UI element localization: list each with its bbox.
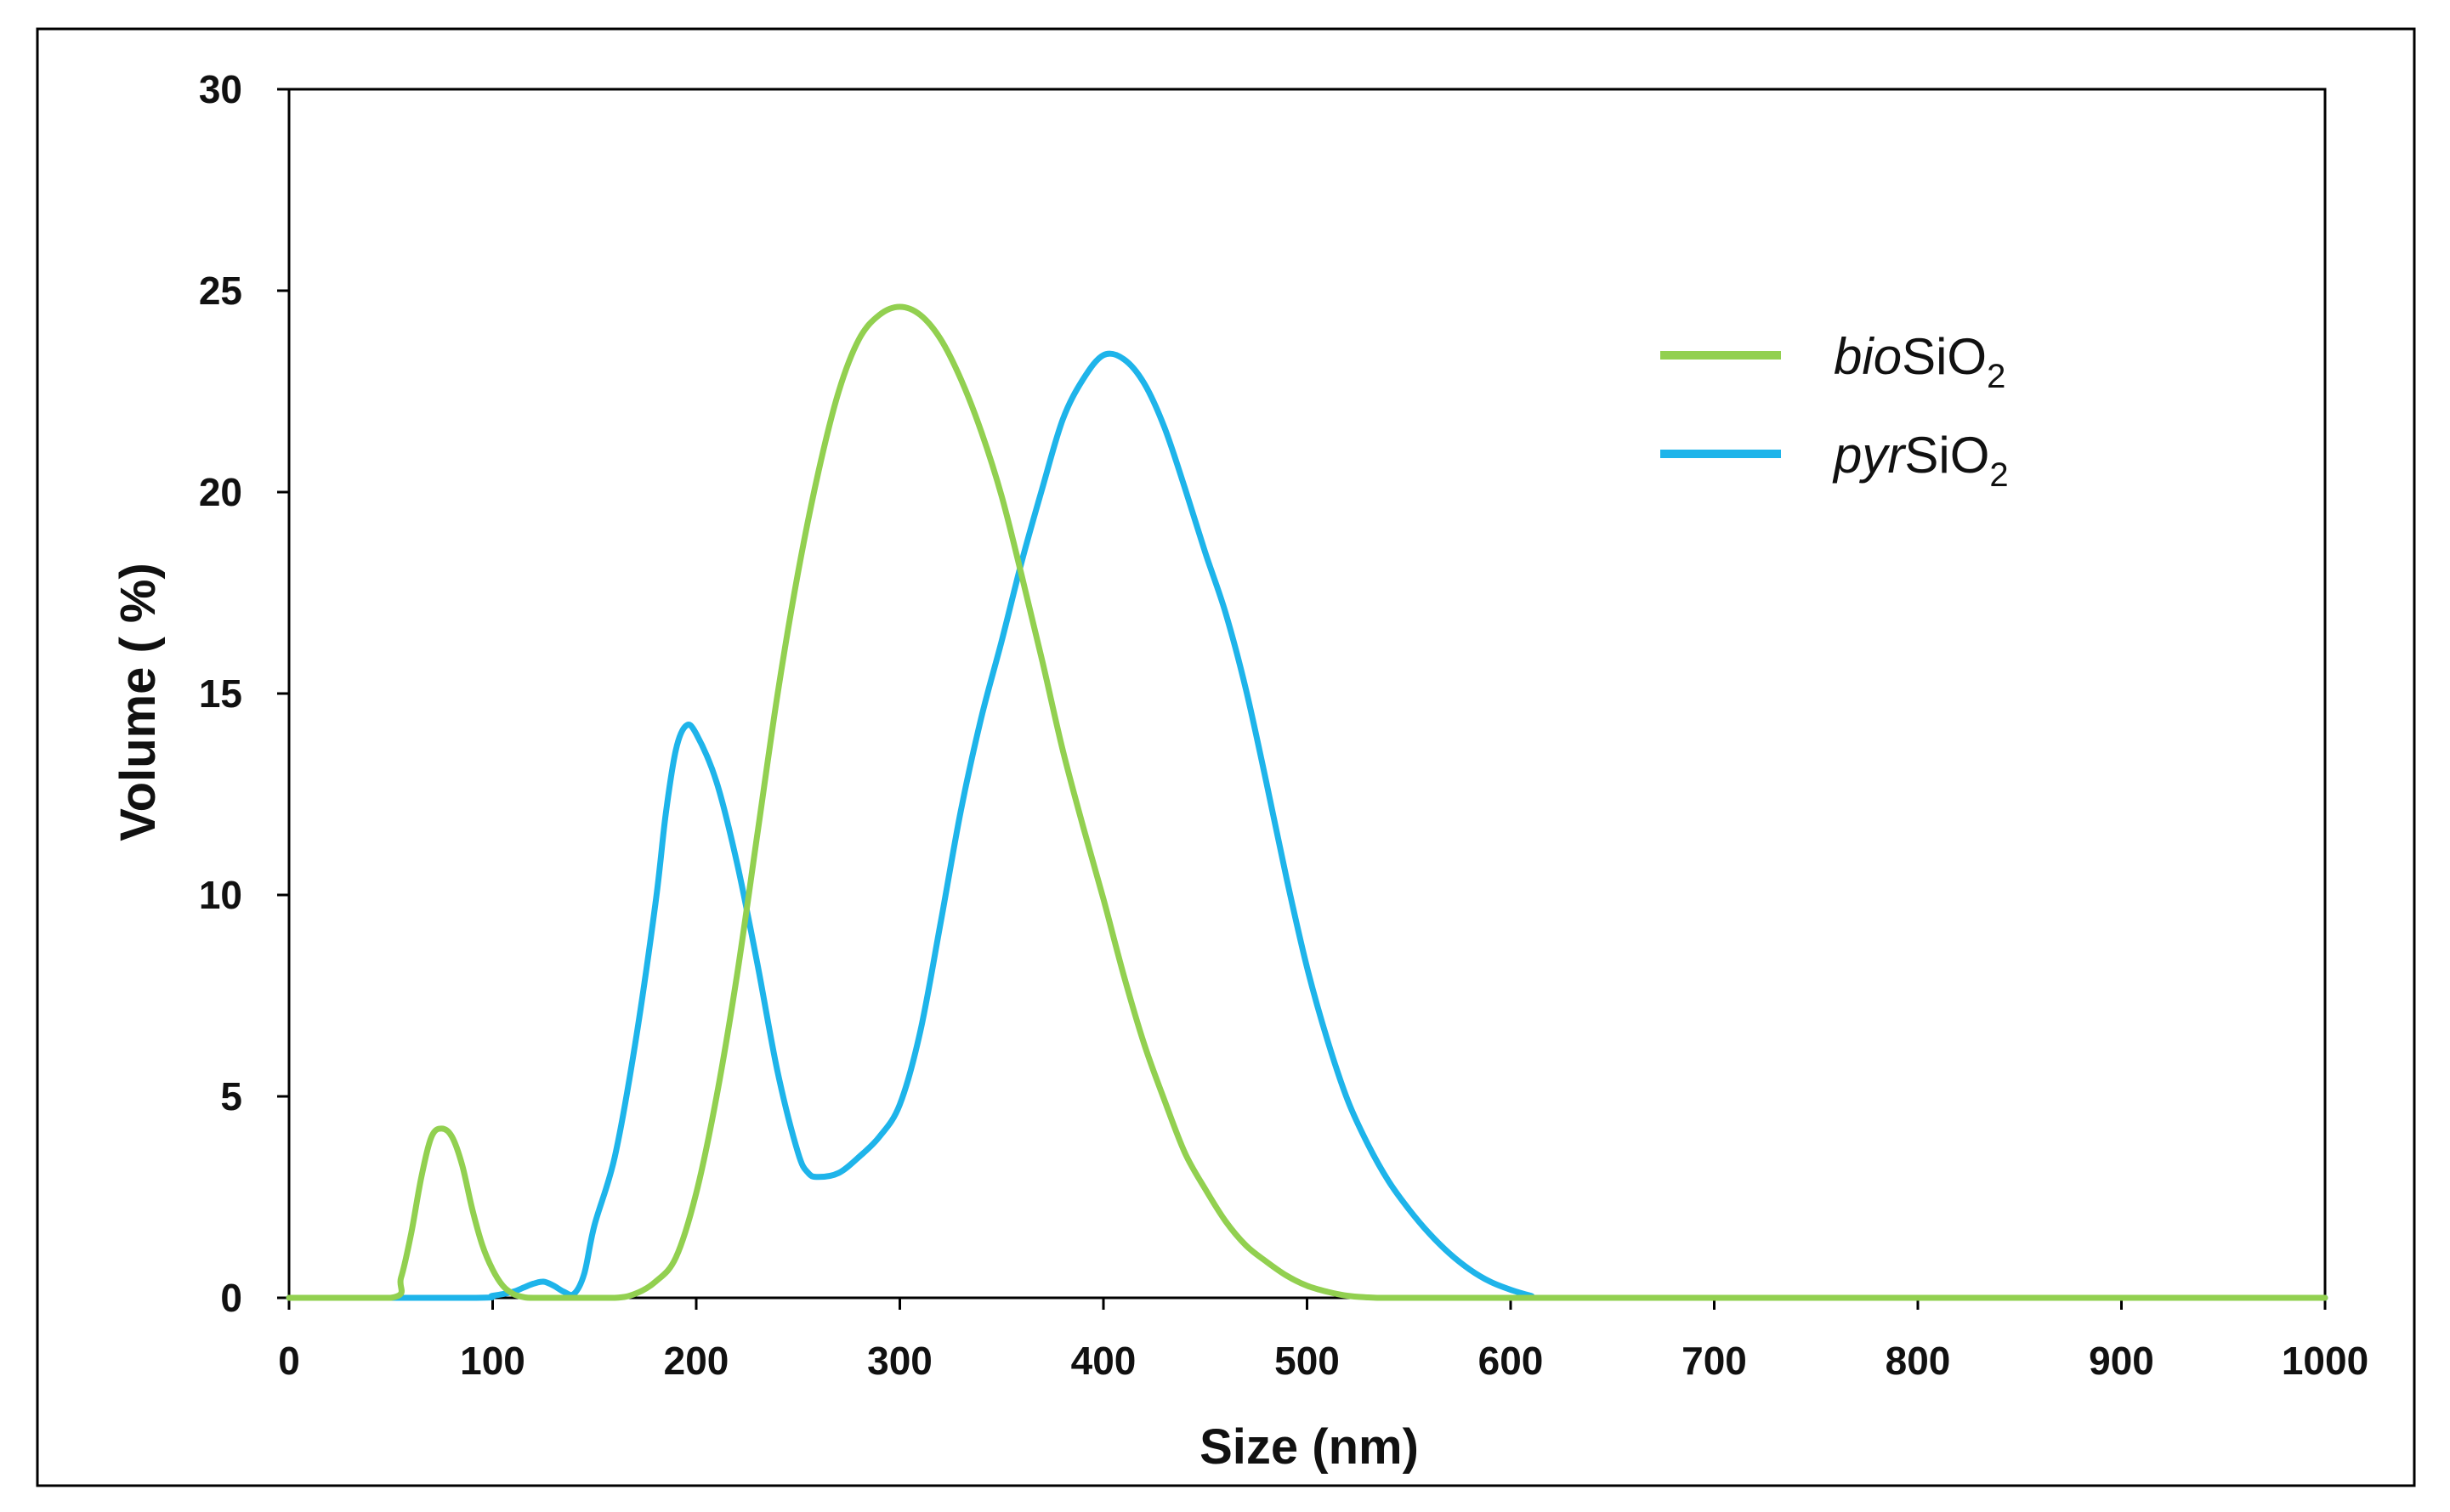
- x-tick-label: 100: [460, 1339, 525, 1383]
- x-axis-title: Size (nm): [1199, 1419, 1419, 1475]
- series-line-biosio2: [286, 303, 2328, 1301]
- y-axis-title: Volume ( %): [111, 563, 166, 841]
- axis-ticks: 0 100 200 300 400 500 600 700 800 900 1000 0 5 10 15 20…: [199, 67, 2368, 1383]
- y-tick-label: 30: [199, 67, 242, 111]
- legend-label-prefix: bio: [1834, 328, 1902, 385]
- y-tick-label: 20: [199, 470, 242, 514]
- legend-label-subscript: 2: [1987, 358, 2005, 395]
- y-tick-label: 25: [199, 269, 242, 313]
- x-tick-label: 0: [278, 1339, 300, 1383]
- x-tick-label: 900: [2089, 1339, 2154, 1383]
- x-tick-label: 700: [1682, 1339, 1747, 1383]
- x-tick-label: 1000: [2282, 1339, 2368, 1383]
- x-tick-label: 500: [1274, 1339, 1340, 1383]
- legend-label-pyrsio2: pyrSiO2: [1832, 427, 2009, 494]
- y-tick-label: 15: [199, 671, 242, 716]
- y-tick-label: 0: [220, 1276, 242, 1320]
- series-line-pyrsio2: [286, 350, 2328, 1301]
- y-tick-label: 5: [220, 1074, 242, 1118]
- x-tick-label: 800: [1886, 1339, 1951, 1383]
- x-tick-label: 600: [1478, 1339, 1544, 1383]
- x-tick-label: 200: [664, 1339, 729, 1383]
- legend-label-biosio2: bioSiO2: [1834, 328, 2005, 395]
- series-layer: [286, 303, 2328, 1301]
- x-tick-label: 400: [1071, 1339, 1137, 1383]
- legend-label-main: SiO: [1904, 427, 1989, 484]
- y-tick-label: 10: [199, 873, 242, 917]
- legend-label-main: SiO: [1902, 328, 1987, 385]
- legend-label-prefix: pyr: [1832, 427, 1906, 484]
- x-tick-label: 300: [867, 1339, 933, 1383]
- chart-outer-border: [36, 27, 2416, 1487]
- legend-label-subscript: 2: [1989, 456, 2008, 494]
